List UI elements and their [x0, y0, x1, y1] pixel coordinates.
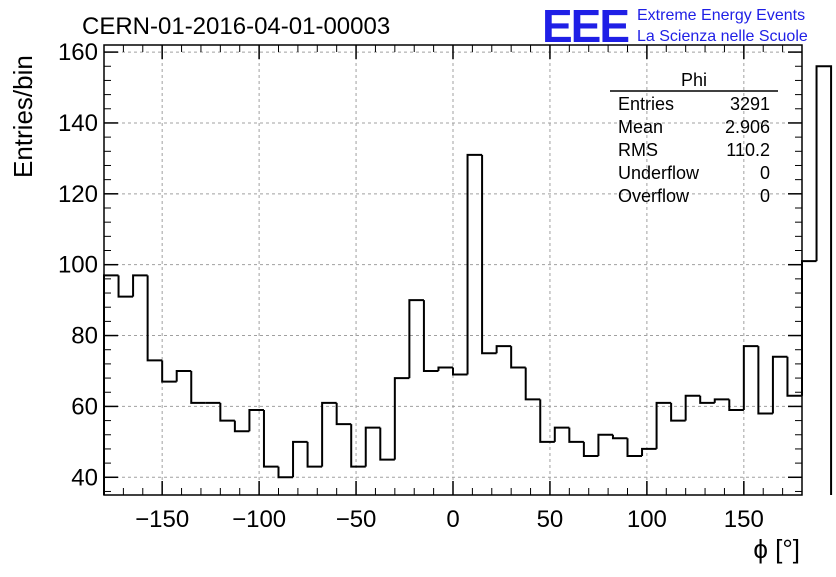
histogram-bin-8	[219, 402, 235, 422]
stats-value-overflow: 0	[760, 186, 770, 206]
histogram-bin-33	[582, 441, 599, 458]
stats-label-rms: RMS	[618, 140, 658, 160]
stats-title: Phi	[681, 70, 707, 90]
stats-value-entries: 3291	[730, 94, 770, 114]
stats-box: Phi Entries 3291 Mean 2.906 RMS 110.2 Un…	[610, 70, 778, 206]
histogram-bin-40	[684, 394, 701, 421]
histogram-bin-18	[364, 426, 381, 467]
stats-label-underflow: Underflow	[618, 163, 700, 183]
histogram-bin-12	[277, 466, 294, 479]
histogram-bin-26	[481, 154, 497, 355]
histogram-bin-44	[742, 345, 759, 410]
histogram-bin-37	[641, 447, 657, 457]
y-axis-label: Entries/bin	[8, 55, 38, 178]
histogram-bin-49	[815, 65, 833, 495]
x-tick-label-1: −100	[232, 506, 286, 533]
histogram-bin-35	[611, 434, 628, 440]
histogram-bin-28	[510, 346, 526, 369]
histogram-bin-30	[539, 399, 555, 443]
histogram-bin-32	[568, 427, 584, 443]
logo-line1: Extreme Energy Events	[637, 7, 805, 24]
histogram-bin-20	[393, 377, 410, 460]
x-tick-label-2: −50	[336, 506, 377, 533]
histogram-bin-22	[422, 300, 439, 372]
y-tick-label-1: 60	[71, 393, 98, 420]
histogram-bin-47	[786, 356, 802, 397]
stats-value-mean: 2.906	[725, 117, 770, 137]
histogram-bin-34	[597, 433, 613, 457]
y-tick-label-2: 80	[71, 323, 98, 350]
histogram-bin-25	[466, 153, 483, 375]
histogram-bin-31	[553, 426, 570, 442]
histogram-bin-0	[103, 274, 119, 495]
x-axis-label: ϕ [°]	[753, 534, 800, 564]
x-tick-label-5: 100	[627, 506, 667, 533]
histogram-bin-36	[626, 438, 643, 458]
x-tick-label-6: 150	[724, 506, 764, 533]
histogram-bin-24	[452, 367, 468, 376]
histogram-bin-23	[437, 366, 453, 371]
y-tick-label-4: 120	[58, 181, 98, 208]
logo-line2: La Scienza nelle Scuole	[637, 28, 808, 45]
histogram-bin-42	[713, 398, 730, 403]
histogram-bin-48	[801, 260, 817, 396]
stats-value-rms: 110.2	[726, 140, 770, 160]
eee-logo: EEE	[542, 0, 628, 52]
histogram-bin-2	[132, 274, 148, 297]
x-tick-label-0: −150	[135, 506, 189, 533]
histogram-bin-11	[262, 409, 279, 468]
histogram-bin-1	[117, 275, 134, 298]
histogram-bin-45	[757, 346, 773, 415]
histogram-bin-5	[175, 369, 192, 382]
histogram-bin-39	[670, 402, 686, 422]
histogram-bin-38	[655, 401, 672, 449]
histogram-bin-3	[146, 275, 163, 362]
axis-tick-labels: −150 −100 −50 0 50 100 150 40 60 80 100 120 140 160	[58, 39, 764, 533]
x-tick-label-4: 50	[537, 506, 564, 533]
histogram-bin-29	[524, 367, 541, 401]
histogram-bin-16	[335, 402, 352, 426]
histogram-bin-19	[379, 427, 395, 461]
histogram-bars	[103, 65, 833, 495]
y-tick-label-5: 140	[58, 110, 98, 137]
chart-title: CERN-01-2016-04-01-00003	[82, 13, 390, 40]
histogram-bin-27	[495, 345, 512, 354]
histogram-bin-21	[408, 299, 424, 379]
stats-label-mean: Mean	[618, 117, 663, 137]
stats-value-underflow: 0	[760, 163, 770, 183]
histogram-bin-13	[292, 440, 308, 478]
y-tick-label-0: 40	[71, 464, 98, 491]
axis-ticks	[103, 45, 803, 495]
histogram-bin-41	[699, 395, 715, 404]
x-tick-label-3: 0	[446, 506, 459, 533]
histogram-bin-17	[350, 424, 366, 468]
stats-label-overflow: Overflow	[618, 186, 690, 206]
histogram-bin-15	[321, 401, 337, 467]
grid-lines	[104, 45, 802, 495]
histogram-bin-10	[248, 408, 264, 432]
histogram-bin-9	[233, 420, 250, 433]
histogram-bin-46	[771, 355, 788, 414]
histogram-bin-4	[161, 360, 177, 383]
histogram-bin-43	[728, 399, 744, 411]
stats-label-entries: Entries	[618, 94, 674, 114]
y-tick-label-3: 100	[58, 252, 98, 279]
histogram-bin-6	[190, 370, 206, 404]
y-tick-label-6: 160	[58, 39, 98, 66]
histogram-bin-14	[306, 441, 323, 468]
